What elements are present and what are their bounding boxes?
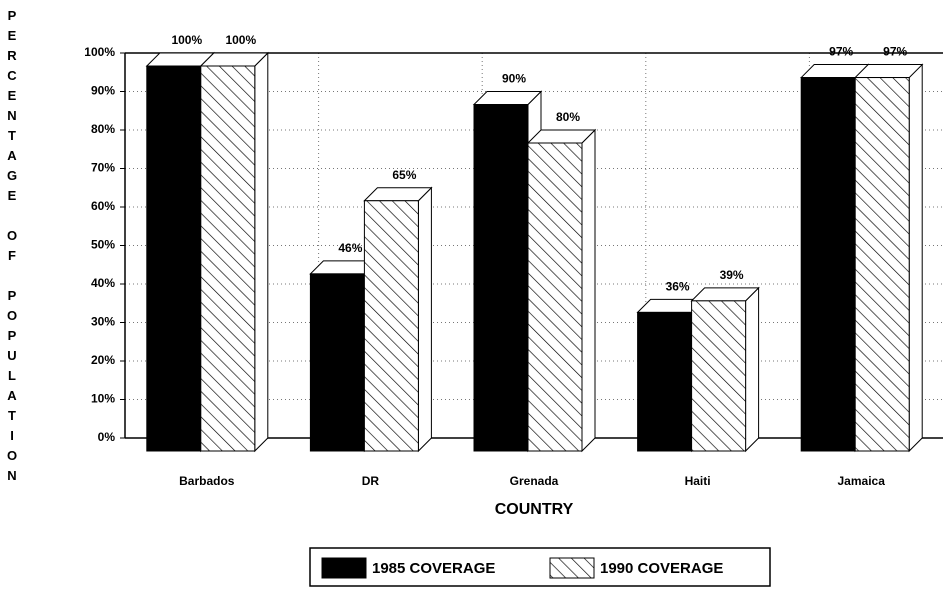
y-tick-label: 90%: [91, 84, 115, 98]
bar: [363, 186, 433, 453]
bar: [526, 128, 597, 453]
value-label: 97%: [829, 45, 853, 59]
bar-front: [527, 142, 583, 452]
y-tick-label: 60%: [91, 199, 115, 213]
legend-label: 1985 COVERAGE: [372, 560, 495, 577]
bar-front: [146, 65, 202, 452]
bar-side: [745, 286, 760, 453]
value-label: 39%: [720, 268, 744, 282]
x-tick-label: Haiti: [685, 474, 711, 488]
bar-front: [200, 65, 256, 452]
value-label: 90%: [502, 72, 526, 86]
legend-box: [309, 547, 771, 587]
bar-front: [800, 77, 856, 452]
y-tick-label: 70%: [91, 161, 115, 175]
value-label: 46%: [338, 241, 362, 255]
bar: [636, 298, 706, 453]
y-tick-label: 100%: [84, 45, 115, 59]
x-tick-label: Barbados: [179, 474, 235, 488]
x-tick-label: Grenada: [510, 474, 559, 488]
bar-side: [908, 63, 923, 453]
bar-front: [473, 104, 529, 452]
y-tick-label: 80%: [91, 122, 115, 136]
y-tick-label: 10%: [91, 392, 115, 406]
legend-swatch: [321, 557, 367, 579]
bar-front: [363, 200, 419, 452]
bar: [199, 51, 270, 453]
value-label: 65%: [392, 168, 416, 182]
y-axis-label: PERCENTAGE OF POPULATION: [5, 8, 20, 488]
value-label: 100%: [225, 33, 256, 47]
y-tick-label: 30%: [91, 315, 115, 329]
x-tick-label: DR: [362, 474, 380, 488]
value-label: 36%: [666, 280, 690, 294]
y-tick-label: 40%: [91, 276, 115, 290]
bar-front: [637, 311, 693, 452]
bar-side: [581, 128, 596, 453]
bar-side: [254, 51, 269, 453]
bar-front: [691, 300, 747, 452]
bar: [853, 63, 924, 453]
value-label: 80%: [556, 110, 580, 124]
value-label: 97%: [883, 45, 907, 59]
value-label: 100%: [171, 33, 202, 47]
y-tick-label: 20%: [91, 353, 115, 367]
bar-side: [417, 186, 432, 453]
x-tick-label: Jamaica: [838, 474, 886, 488]
legend-swatch: [549, 557, 595, 579]
bar-front: [309, 273, 365, 452]
bar: [309, 259, 379, 453]
bar-front: [854, 77, 910, 452]
y-tick-label: 50%: [91, 238, 115, 252]
y-tick-label: 0%: [98, 430, 116, 444]
legend-label: 1990 COVERAGE: [600, 560, 723, 577]
bar: [690, 286, 760, 453]
x-axis-label: COUNTRY: [495, 501, 574, 518]
